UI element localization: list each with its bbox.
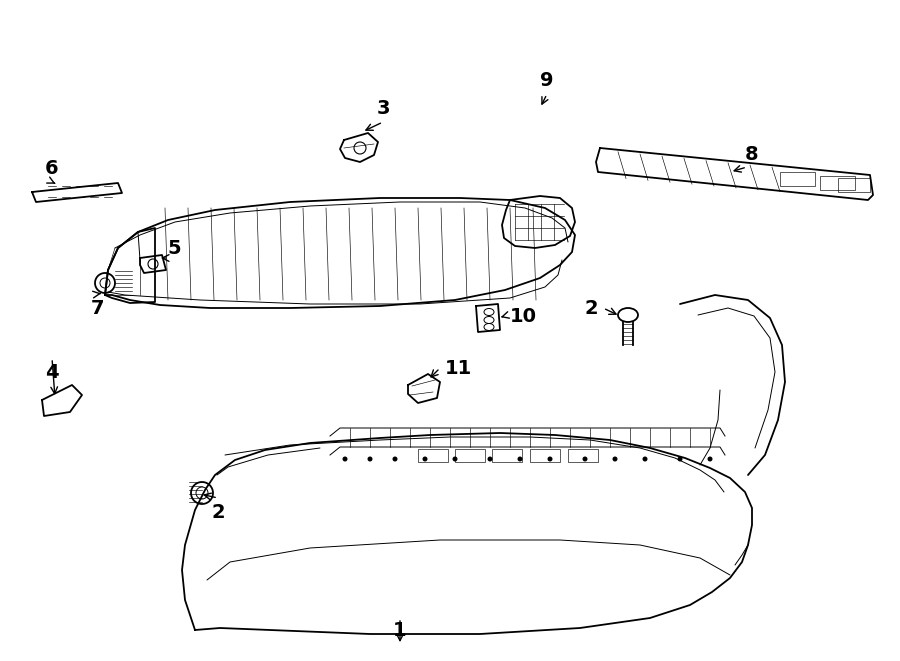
Circle shape (343, 457, 347, 461)
Bar (838, 178, 870, 192)
Circle shape (643, 457, 647, 461)
Text: 1: 1 (393, 621, 407, 639)
Bar (820, 176, 855, 190)
Bar (418, 449, 448, 462)
Circle shape (707, 457, 713, 461)
Circle shape (613, 457, 617, 461)
Circle shape (367, 457, 373, 461)
Text: 9: 9 (540, 71, 554, 89)
Circle shape (422, 457, 427, 461)
Text: 10: 10 (510, 307, 537, 325)
Text: 11: 11 (445, 358, 473, 377)
Circle shape (547, 457, 553, 461)
Circle shape (453, 457, 457, 461)
Circle shape (582, 457, 588, 461)
Bar (568, 449, 598, 462)
Text: 8: 8 (745, 145, 759, 165)
Text: 4: 4 (45, 362, 58, 381)
Bar (780, 172, 815, 186)
Bar (530, 449, 560, 462)
Circle shape (392, 457, 398, 461)
Text: 3: 3 (376, 98, 390, 118)
Text: 2: 2 (584, 299, 598, 317)
Bar (492, 449, 522, 462)
Text: 5: 5 (167, 239, 181, 258)
Text: 6: 6 (45, 159, 58, 178)
Text: 7: 7 (90, 299, 104, 317)
Circle shape (488, 457, 492, 461)
Bar (455, 449, 485, 462)
Circle shape (678, 457, 682, 461)
Circle shape (518, 457, 523, 461)
Text: 2: 2 (212, 502, 225, 522)
